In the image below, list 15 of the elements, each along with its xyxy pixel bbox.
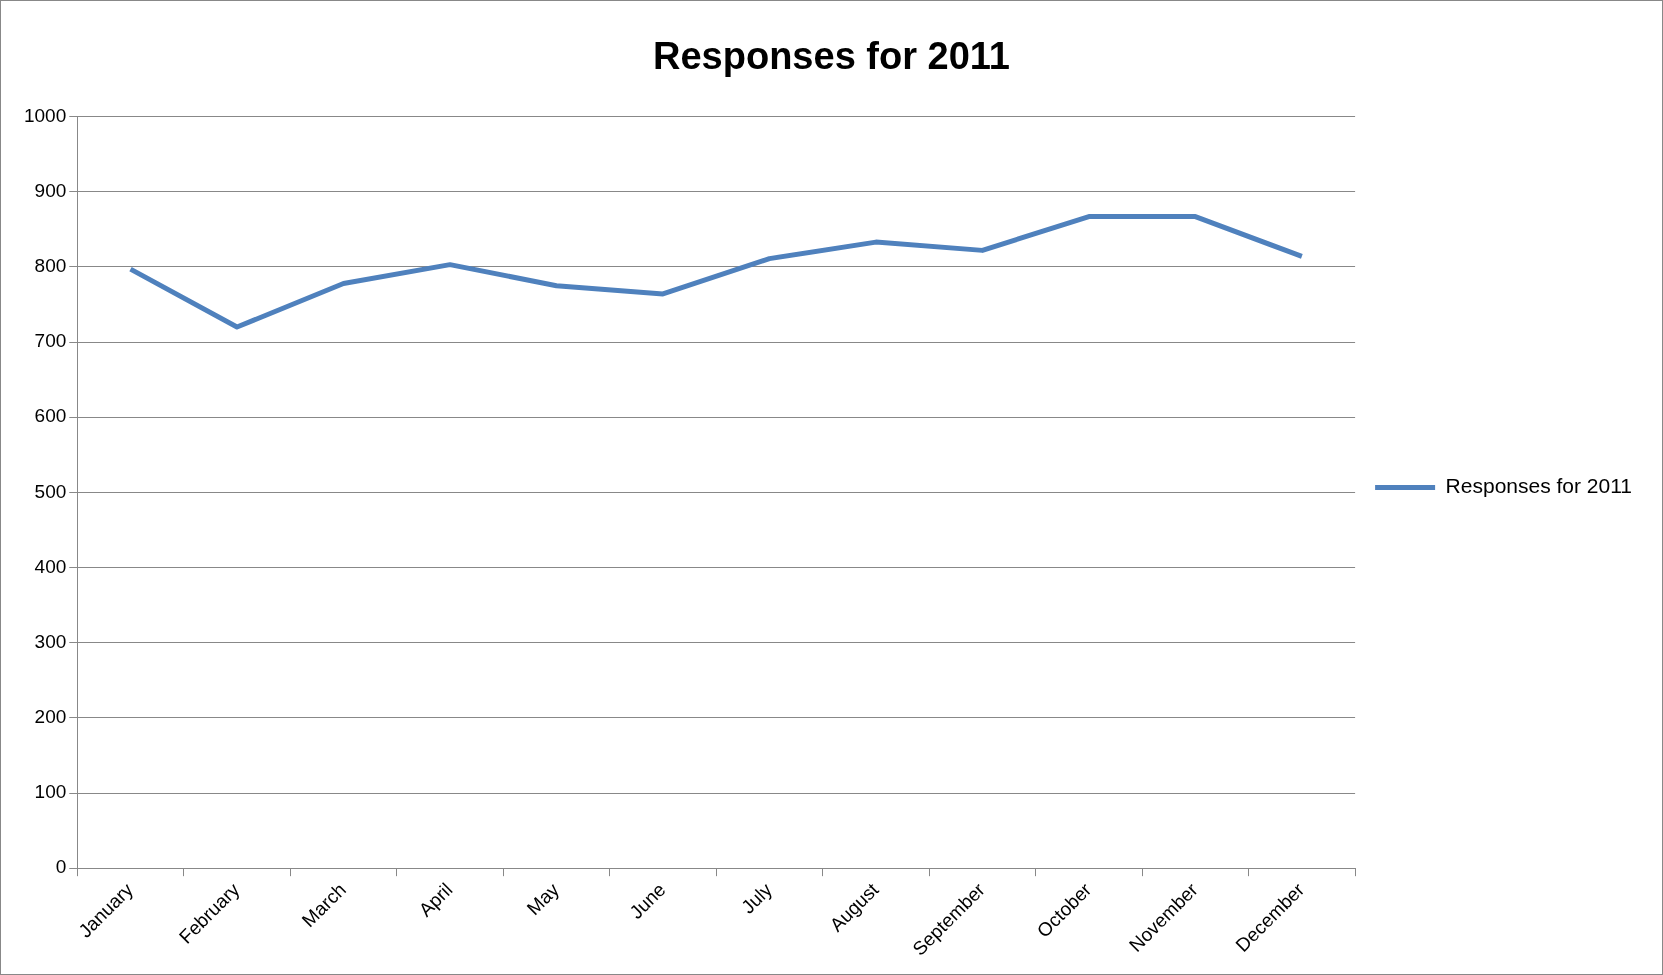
y-tick-label: 100	[34, 781, 67, 803]
legend-label: Responses for 2011	[1445, 474, 1633, 498]
x-tick-label: May	[522, 878, 564, 920]
y-tick-label: 0	[55, 856, 67, 878]
y-tick-label: 300	[34, 630, 67, 652]
y-tick-label: 600	[34, 405, 67, 427]
x-tick-label: July	[737, 878, 777, 918]
y-tick-label: 900	[34, 179, 67, 201]
chart-title: Responses for 2011	[653, 35, 1010, 78]
y-tick-label: 400	[34, 555, 67, 577]
y-tick-label: 500	[34, 480, 67, 502]
y-tick-label: 200	[34, 706, 67, 728]
y-tick-label: 1000	[23, 104, 67, 126]
y-tick-label: 700	[34, 330, 67, 352]
y-tick-label: 800	[34, 255, 67, 277]
